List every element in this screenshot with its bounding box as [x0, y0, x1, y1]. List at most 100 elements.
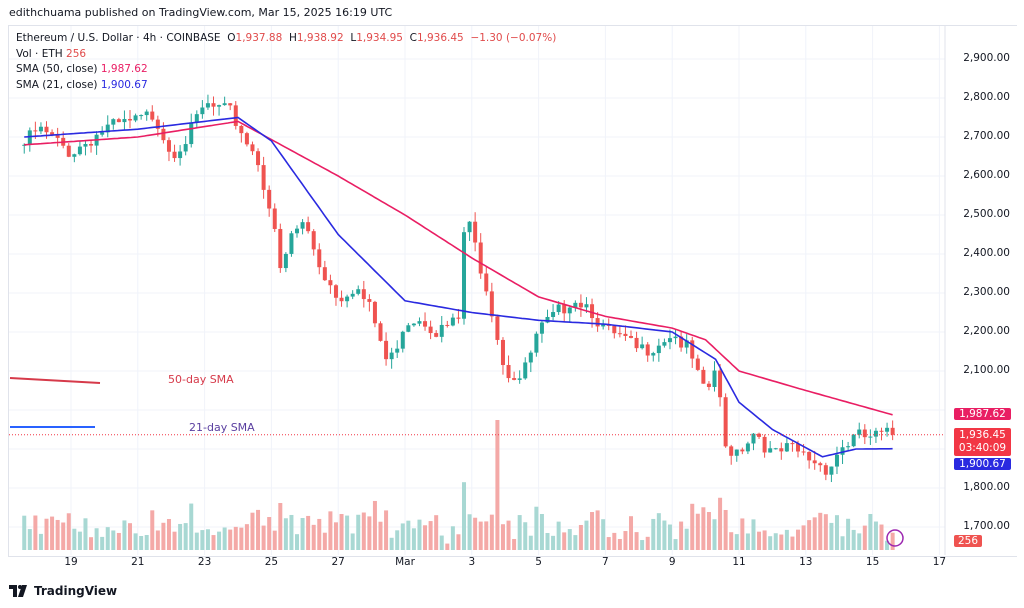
volume-bar: [706, 512, 711, 550]
candle-body: [194, 114, 199, 123]
candle-body: [166, 140, 171, 152]
candle-body: [339, 297, 344, 302]
volume-bar: [328, 511, 333, 550]
candle-body: [489, 291, 494, 317]
low-label: L: [350, 32, 357, 44]
volume-bar: [829, 522, 834, 550]
symbol-title[interactable]: Ethereum / U.S. Dollar · 4h · COINBASE: [16, 32, 221, 44]
time-tick-label: 25: [264, 556, 279, 568]
volume-line[interactable]: Vol · ETH 256: [16, 47, 556, 63]
candle-body: [122, 118, 127, 123]
volume-bar: [823, 514, 828, 550]
volume-bar: [94, 528, 99, 550]
volume-bar: [378, 521, 383, 550]
candle-body: [556, 304, 561, 313]
candle-body: [829, 466, 834, 475]
volume-bar: [768, 536, 773, 550]
candle-body: [267, 189, 272, 209]
chart-frame[interactable]: [8, 25, 1017, 557]
volume-bar: [651, 518, 656, 550]
candle-body: [823, 465, 828, 475]
volume-bar: [773, 533, 778, 550]
volume-bar: [840, 536, 845, 550]
candle-body: [718, 370, 723, 398]
footer-brand[interactable]: TradingView: [9, 584, 117, 598]
candle-body: [289, 233, 294, 254]
candle-body: [862, 429, 867, 438]
candle-body: [640, 344, 645, 349]
candle-body: [462, 232, 467, 319]
volume-bar: [72, 528, 77, 550]
candle-body: [133, 115, 138, 121]
volume-bar: [846, 518, 851, 550]
sma21-line[interactable]: SMA (21, close) 1,900.67: [16, 78, 556, 94]
volume-bar: [406, 520, 411, 550]
candle-body: [233, 105, 238, 126]
volume-bar: [189, 503, 194, 550]
time-tick-label: 27: [331, 556, 345, 568]
candle-body: [879, 430, 884, 432]
candle-body: [317, 249, 322, 268]
candle-body: [400, 331, 405, 349]
volume-bar: [111, 530, 116, 550]
sma50-annotation: 50-day SMA: [168, 373, 234, 386]
volume-bar: [44, 518, 49, 550]
volume-bar: [645, 536, 650, 550]
candle-body: [679, 336, 684, 348]
volume-bar: [228, 529, 233, 550]
volume-bar: [495, 420, 500, 550]
candle-body: [72, 154, 77, 157]
volume-bar: [801, 525, 806, 550]
time-tick-label: 17: [932, 556, 947, 568]
volume-bar: [500, 524, 505, 550]
last-price: 1,936.45: [959, 429, 1006, 441]
candle-body: [139, 115, 144, 117]
volume-bar: [350, 533, 355, 550]
open-value: 1,937.88: [235, 32, 283, 44]
volume-bar: [489, 514, 494, 550]
volume-bar: [612, 532, 617, 550]
candle-body: [295, 228, 300, 234]
candle-body: [411, 323, 416, 326]
time-tick-label: 21: [131, 556, 145, 568]
sma21-line: [24, 116, 893, 458]
volume-bar: [456, 534, 461, 550]
candle-body: [439, 324, 444, 337]
low-value: 1,934.95: [356, 32, 403, 44]
time-tick-label: 5: [535, 556, 542, 568]
candle-body: [406, 325, 411, 332]
candle-body: [645, 344, 650, 356]
candle-body: [378, 323, 383, 341]
time-tick-label: Mar: [395, 556, 415, 568]
volume-bar: [473, 517, 478, 550]
price-tick-label: 2,300.00: [963, 286, 1010, 298]
volume-bar: [183, 523, 188, 550]
volume-bar: [300, 518, 305, 550]
volume-bar: [272, 530, 277, 550]
volume-bar: [411, 528, 416, 550]
volume-bar: [122, 520, 127, 550]
candle-body: [796, 443, 801, 452]
sma50-line[interactable]: SMA (50, close) 1,987.62: [16, 62, 556, 78]
volume-bar: [128, 523, 133, 550]
volume-bar: [283, 518, 288, 550]
volume-bar: [695, 513, 700, 550]
candle-body: [745, 443, 750, 452]
volume-bar: [879, 524, 884, 550]
volume-bar: [606, 537, 611, 550]
volume-bar: [233, 526, 238, 550]
candle-body: [723, 397, 728, 447]
volume-bar: [562, 532, 567, 550]
candle-body: [116, 119, 121, 123]
price-tick-label: 2,400.00: [963, 247, 1010, 259]
candle-body: [684, 340, 689, 348]
candle-body: [807, 451, 812, 461]
volume-bar: [267, 517, 272, 550]
candle-body: [478, 242, 483, 274]
time-tick-label: 3: [468, 556, 476, 568]
volume-label: Vol · ETH: [16, 47, 63, 60]
volume-bar: [161, 522, 166, 550]
candle-body: [740, 449, 745, 452]
candle-body: [128, 118, 133, 121]
